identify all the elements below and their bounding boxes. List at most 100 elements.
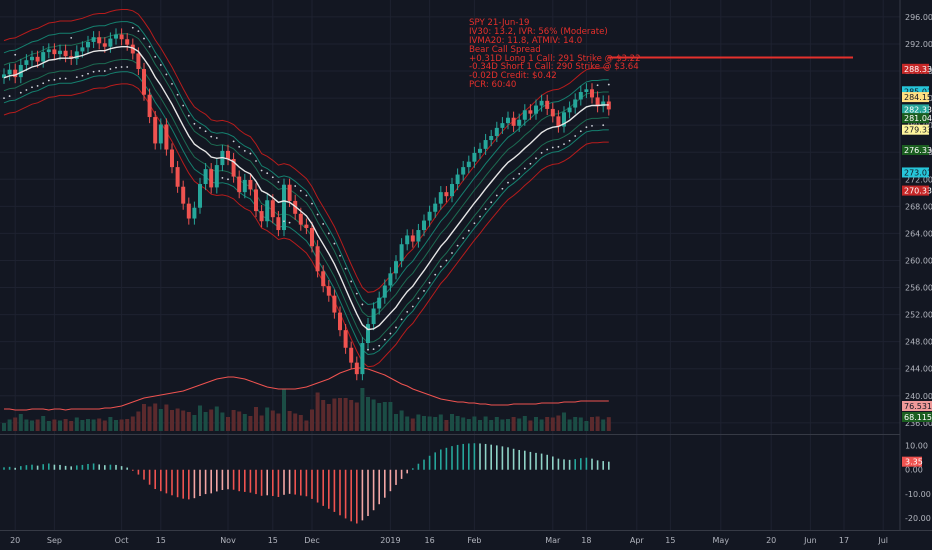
volume-bar [315, 392, 320, 431]
macd-bar [14, 467, 16, 470]
price-tick-label: 296.00 [905, 13, 932, 22]
price-tag [902, 63, 929, 74]
volume-bar [209, 409, 214, 431]
volume-bar [550, 417, 555, 431]
macd-bar [490, 444, 492, 470]
volume-bar [573, 417, 578, 431]
sar-dot [143, 37, 145, 40]
volume-bar [114, 420, 118, 431]
time-tick-label: 15 [156, 536, 166, 545]
candle [276, 217, 281, 231]
macd-bar [378, 469, 380, 505]
macd-tick-label: -20.00 [905, 514, 931, 523]
sar-dot [64, 77, 67, 80]
candle [338, 312, 342, 331]
volume-bar [405, 416, 410, 431]
macd-bar [115, 464, 117, 470]
candle [41, 52, 46, 62]
sar-dot [546, 148, 549, 151]
sar-dot [215, 137, 218, 139]
volume-bar [74, 417, 79, 431]
sar-dot [434, 273, 437, 276]
volume-bar [354, 402, 359, 431]
sar-dot [42, 82, 45, 85]
volume-bar [534, 417, 538, 431]
volume-bar [590, 417, 594, 431]
sar-dot [176, 93, 179, 96]
sar-dot [361, 303, 364, 306]
candle [315, 246, 320, 272]
macd-bar [53, 464, 56, 470]
price-tag [902, 104, 929, 115]
sar-dot [423, 290, 425, 292]
macd-bar [266, 469, 268, 496]
macd-bar [8, 466, 11, 470]
sar-dot [428, 281, 431, 284]
macd-bar [518, 449, 520, 470]
sar-dot [439, 265, 442, 268]
annotation-line: +0.31D Long 1 Call: 291 Strike @ $3.22 [469, 53, 641, 64]
price-tick-label: 272.00 [905, 175, 932, 184]
macd-bar [311, 469, 313, 499]
candle [595, 97, 600, 107]
macd-bar [260, 469, 263, 496]
macd-bar [59, 464, 61, 470]
sar-dot [574, 135, 577, 137]
sar-dot [445, 259, 448, 262]
volume-bar [142, 404, 146, 431]
macd-bar [221, 469, 224, 490]
macd-bar [182, 469, 184, 499]
macd-bar [42, 464, 44, 470]
sar-dot [266, 172, 269, 175]
macd-bar [389, 469, 392, 492]
price-tag-label: 273.01 [904, 168, 932, 177]
candle [287, 184, 292, 201]
time-tick-label: Sep [47, 536, 62, 545]
volume-bar [310, 409, 314, 431]
macd-tick-label: 10.00 [905, 442, 928, 451]
price-tag-label: 285.01 [904, 87, 932, 96]
candle [360, 343, 365, 375]
candle [270, 200, 275, 218]
candle [231, 158, 236, 177]
sar-dot [47, 79, 50, 82]
sar-dot [159, 64, 162, 66]
candle [550, 108, 555, 117]
macd-bar [451, 446, 453, 470]
band-middle-line [3, 21, 609, 306]
candle [74, 51, 79, 59]
volume-bar [433, 417, 438, 431]
macd-bar [462, 443, 464, 470]
volume-bar [147, 406, 152, 431]
volume-bar [567, 419, 572, 431]
macd-bar [316, 469, 319, 503]
candle [209, 169, 214, 188]
volume-bar [338, 398, 342, 431]
macd-bar [434, 452, 436, 470]
volume-bar [472, 416, 477, 431]
macd-bar [356, 469, 358, 524]
macd-bar [563, 459, 565, 470]
candle [265, 200, 270, 222]
volume-bar [410, 418, 415, 431]
volume-bar [595, 416, 600, 431]
annotation-line: -0.02D Credit: $0.42 [469, 71, 557, 82]
macd-bar [456, 444, 459, 470]
time-tick-label: Oct [115, 536, 129, 545]
macd-bar [232, 469, 235, 490]
macd-bar [535, 452, 537, 470]
candle [30, 56, 34, 61]
volume-bar [511, 417, 516, 431]
volume-bar [242, 414, 247, 431]
candle [517, 119, 522, 126]
annotation-line: IVMA20: 11.8, ATMIV: 14.0 [469, 35, 583, 46]
annotation-line: -0.34D Short 1 Call: 290 Strike @ $3.64 [469, 62, 639, 73]
volume-bar [388, 402, 393, 431]
volume-bar [270, 410, 275, 431]
candle [282, 184, 286, 231]
volume-tag-label: 68.115M [904, 413, 932, 422]
macd-bar [507, 447, 509, 470]
candle [500, 123, 505, 128]
macd-bar [277, 469, 280, 497]
